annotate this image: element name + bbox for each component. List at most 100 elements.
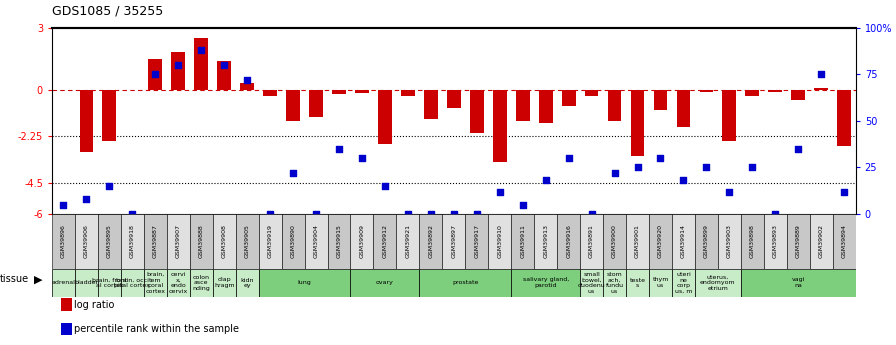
Text: tissue: tissue — [0, 275, 30, 284]
Point — [56, 202, 71, 207]
Text: GSM39893: GSM39893 — [773, 225, 778, 258]
Point — [562, 155, 576, 161]
Text: salivary gland,
parotid: salivary gland, parotid — [522, 277, 569, 288]
Bar — [814, 88, 828, 90]
Point — [470, 211, 484, 217]
Bar — [259, 269, 350, 297]
Bar — [52, 214, 75, 269]
Bar — [631, 90, 644, 156]
Point — [676, 178, 691, 183]
Point — [263, 211, 277, 217]
Text: GSM39908: GSM39908 — [221, 225, 227, 258]
Bar — [167, 269, 190, 297]
Bar — [309, 90, 323, 117]
Text: GSM39899: GSM39899 — [704, 225, 709, 258]
Bar — [149, 59, 162, 90]
Bar — [263, 90, 277, 96]
Bar — [80, 90, 93, 152]
Text: diap
hragm: diap hragm — [214, 277, 235, 288]
Text: GSM39921: GSM39921 — [405, 225, 410, 258]
Bar — [236, 269, 259, 297]
Bar — [649, 269, 672, 297]
Text: GSM39889: GSM39889 — [796, 225, 801, 258]
Text: ▶: ▶ — [34, 275, 42, 284]
Text: GSM39910: GSM39910 — [497, 225, 503, 258]
Bar — [218, 61, 231, 90]
Bar — [236, 214, 259, 269]
Bar — [695, 269, 741, 297]
Text: teste
s: teste s — [630, 277, 645, 288]
Point — [493, 189, 507, 194]
Text: GSM39915: GSM39915 — [337, 225, 341, 258]
Point — [837, 189, 851, 194]
Bar — [488, 214, 512, 269]
Bar — [98, 214, 121, 269]
Text: vagi
na: vagi na — [791, 277, 805, 288]
Point — [424, 211, 438, 217]
Text: GSM39907: GSM39907 — [176, 225, 181, 258]
Text: lung: lung — [297, 280, 312, 285]
Text: GSM39894: GSM39894 — [841, 225, 847, 258]
Text: GSM39891: GSM39891 — [589, 225, 594, 258]
Text: GSM39919: GSM39919 — [268, 225, 272, 258]
Bar — [470, 90, 484, 133]
Text: GSM39917: GSM39917 — [474, 225, 479, 258]
Text: GSM39892: GSM39892 — [428, 225, 434, 258]
Text: cervi
x,
endo
cervix: cervi x, endo cervix — [168, 272, 188, 294]
Bar — [396, 214, 419, 269]
Text: prostate: prostate — [452, 280, 478, 285]
Point — [699, 165, 713, 170]
Bar — [580, 269, 603, 297]
Bar — [378, 90, 392, 144]
Text: GSM39911: GSM39911 — [521, 225, 525, 258]
Bar — [512, 214, 534, 269]
Point — [355, 155, 369, 161]
Point — [332, 146, 346, 151]
Bar — [672, 269, 695, 297]
Bar — [190, 269, 212, 297]
Text: kidn
ey: kidn ey — [240, 277, 254, 288]
Text: bladder: bladder — [74, 280, 99, 285]
Point — [791, 146, 806, 151]
Point — [125, 211, 140, 217]
Text: GSM39918: GSM39918 — [130, 225, 134, 258]
Point — [286, 170, 300, 176]
Text: GSM39904: GSM39904 — [314, 225, 319, 258]
Point — [447, 211, 461, 217]
Bar — [374, 214, 396, 269]
Bar — [419, 214, 443, 269]
Text: GSM39905: GSM39905 — [245, 225, 250, 258]
Point — [171, 62, 185, 68]
Bar — [98, 269, 121, 297]
Bar — [512, 269, 580, 297]
Text: adrenal: adrenal — [51, 280, 75, 285]
Point — [79, 196, 93, 202]
Point — [309, 211, 323, 217]
Bar — [810, 214, 832, 269]
Point — [538, 178, 553, 183]
Point — [515, 202, 530, 207]
Point — [102, 183, 116, 189]
Bar — [769, 90, 782, 92]
Text: ovary: ovary — [376, 280, 394, 285]
Bar — [695, 214, 718, 269]
Bar — [580, 214, 603, 269]
Bar — [355, 90, 369, 93]
Bar — [741, 269, 856, 297]
Bar — [538, 90, 553, 123]
Bar — [626, 214, 649, 269]
Text: GSM39888: GSM39888 — [199, 225, 203, 258]
Point — [768, 211, 782, 217]
Point — [584, 211, 599, 217]
Bar — [676, 90, 690, 127]
Bar — [212, 214, 236, 269]
Text: stom
ach,
fundu
us: stom ach, fundu us — [606, 272, 624, 294]
Bar — [190, 214, 212, 269]
Bar — [167, 214, 190, 269]
Bar — [75, 269, 98, 297]
Text: GSM39898: GSM39898 — [750, 225, 754, 258]
Text: small
bowel,
duodenu
us: small bowel, duodenu us — [578, 272, 606, 294]
Bar — [700, 90, 713, 92]
Bar — [722, 90, 737, 141]
Bar — [534, 214, 557, 269]
